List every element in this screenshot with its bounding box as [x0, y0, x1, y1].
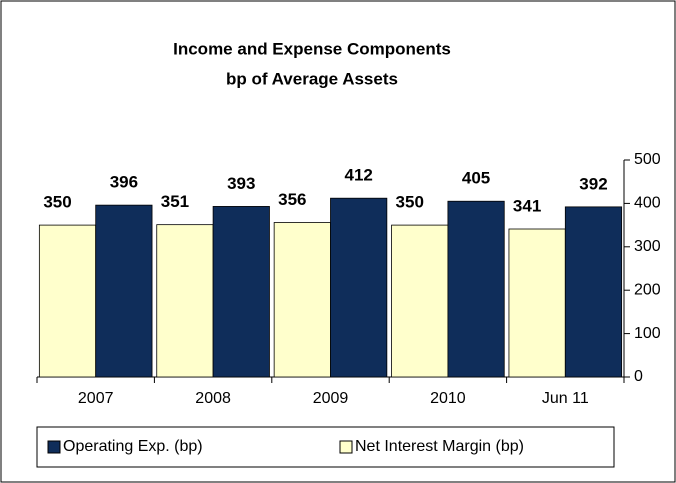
y-tick-label: 400	[634, 195, 661, 212]
bar	[273, 222, 331, 378]
bar	[330, 197, 388, 378]
bar	[447, 200, 505, 378]
legend-swatch	[47, 440, 61, 454]
bar	[38, 224, 97, 378]
legend-label: Net Interest Margin (bp)	[355, 438, 524, 455]
value-label: 412	[344, 166, 372, 185]
bar	[95, 204, 153, 378]
x-tick-label: 2009	[313, 390, 349, 407]
y-tick-label: 100	[634, 325, 661, 342]
y-tick-label: 300	[634, 238, 661, 255]
value-label: 350	[43, 193, 71, 212]
value-label: 393	[227, 174, 255, 193]
x-tick-label: Jun 11	[542, 390, 589, 407]
chart-title: Income and Expense Components	[173, 39, 451, 58]
y-tick-label: 200	[634, 281, 661, 298]
value-label: 350	[396, 193, 424, 212]
x-tick-label: 2010	[430, 390, 466, 407]
value-label: 396	[110, 173, 138, 192]
y-tick-label: 500	[634, 151, 661, 168]
value-label: 356	[278, 190, 306, 209]
chart-subtitle: bp of Average Assets	[226, 69, 398, 88]
y-tick-label: 0	[634, 368, 643, 385]
value-label: 351	[161, 192, 189, 211]
bar	[212, 206, 270, 378]
value-label: 405	[462, 169, 490, 188]
value-label: 392	[579, 174, 607, 193]
x-tick-label: 2008	[195, 390, 231, 407]
value-label: 341	[513, 196, 541, 215]
bar	[508, 228, 566, 378]
legend-box	[36, 426, 615, 468]
legend-swatch	[339, 440, 353, 454]
bar	[391, 224, 449, 378]
bar	[156, 224, 214, 378]
bar	[564, 206, 623, 378]
legend-label: Operating Exp. (bp)	[63, 438, 203, 455]
x-tick-label: 2007	[78, 390, 114, 407]
